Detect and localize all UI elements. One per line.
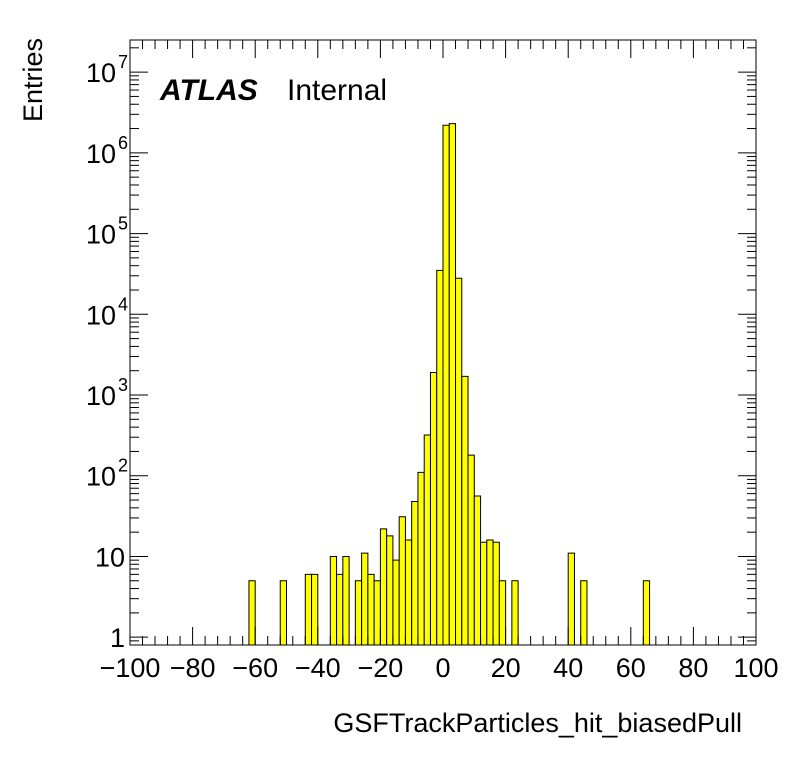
histogram-bar-outline (248, 580, 256, 645)
histogram-bar (305, 574, 312, 645)
histogram-bar (374, 580, 381, 645)
histogram-bar-outline (279, 580, 287, 645)
y-tick-exponent: 6 (118, 133, 128, 153)
histogram-bar (248, 580, 256, 645)
x-tick-label: −60 (232, 653, 278, 683)
y-tick-label: 10 (86, 58, 116, 88)
x-tick-label: 100 (733, 653, 778, 683)
histogram-bar (367, 574, 375, 645)
y-axis-title: Entries (18, 38, 48, 122)
histogram-bar (474, 496, 481, 645)
histogram-bar (455, 278, 462, 645)
y-tick-exponent: 2 (118, 456, 128, 476)
histogram-bar (643, 580, 650, 645)
histogram-bar (480, 542, 487, 645)
histogram-bar (392, 560, 400, 645)
histogram-bar-outline (498, 580, 507, 645)
histogram-bar (386, 535, 393, 645)
y-tick-label: 10 (86, 462, 116, 492)
internal-label: Internal (287, 74, 387, 107)
atlas-label: ATLAS (159, 74, 258, 107)
histogram-bar (430, 372, 437, 645)
x-tick-label: −20 (357, 653, 403, 683)
histogram-bar (380, 528, 387, 645)
histogram-bar (443, 125, 450, 646)
y-tick-exponent: 7 (118, 52, 128, 72)
y-tick-exponent: 5 (118, 214, 128, 234)
x-tick-label: 20 (491, 653, 521, 683)
y-tick-exponent: 3 (118, 375, 128, 395)
histogram-bar-outline (511, 580, 519, 645)
histogram-bar (342, 556, 350, 645)
y-tick-label: 10 (86, 300, 116, 330)
x-tick-label: 40 (553, 653, 583, 683)
histogram-bar-outline (311, 573, 319, 645)
histogram-bar (461, 376, 469, 645)
x-axis-title: GSFTrackParticles_hit_biasedPull (333, 708, 742, 738)
histogram-bar (355, 580, 362, 645)
histogram-bar-outline (642, 580, 651, 645)
x-tick-label: 60 (616, 653, 646, 683)
x-tick-labels: −100 −80 −60 −40 −20 0 20 40 60 80 100 (100, 653, 779, 683)
histogram-bar (336, 574, 343, 645)
y-tick-exponent: 4 (118, 294, 128, 314)
histogram-bar (449, 123, 456, 646)
x-tick-label: −40 (295, 653, 341, 683)
x-tick-label: −100 (100, 653, 161, 683)
histogram-bar (486, 539, 494, 645)
histogram-bar (311, 574, 318, 645)
histogram-bar (424, 434, 431, 645)
y-tick-label: 10 (86, 381, 116, 411)
histogram-bar (468, 455, 475, 645)
histogram-bars (248, 123, 651, 646)
y-tick-label: 10 (86, 139, 116, 169)
x-tick-label: 80 (678, 653, 708, 683)
histogram-bar-outline (580, 580, 588, 645)
histogram-bar (580, 580, 587, 645)
histogram-bar (493, 542, 500, 645)
histogram-bar (280, 580, 287, 645)
histogram-bar (405, 539, 412, 645)
histogram-bar (417, 472, 425, 645)
histogram-bar (411, 501, 418, 645)
histogram-bar (361, 553, 368, 645)
plot-frame (129, 39, 757, 646)
histogram-bar (499, 580, 506, 645)
x-tick-label: −80 (170, 653, 216, 683)
histogram-bar (399, 516, 406, 645)
histogram-bar (511, 580, 519, 645)
y-tick-label: 10 (86, 220, 116, 250)
histogram-bar (436, 270, 443, 645)
x-tick-label: 0 (435, 653, 450, 683)
histogram-bar (330, 556, 337, 645)
y-tick-label: 1 (110, 623, 125, 653)
y-tick-label: 10 (95, 542, 125, 572)
histogram-bar-outline (567, 552, 575, 645)
histogram-bar-outline (342, 555, 350, 645)
histogram-bar (568, 553, 575, 645)
